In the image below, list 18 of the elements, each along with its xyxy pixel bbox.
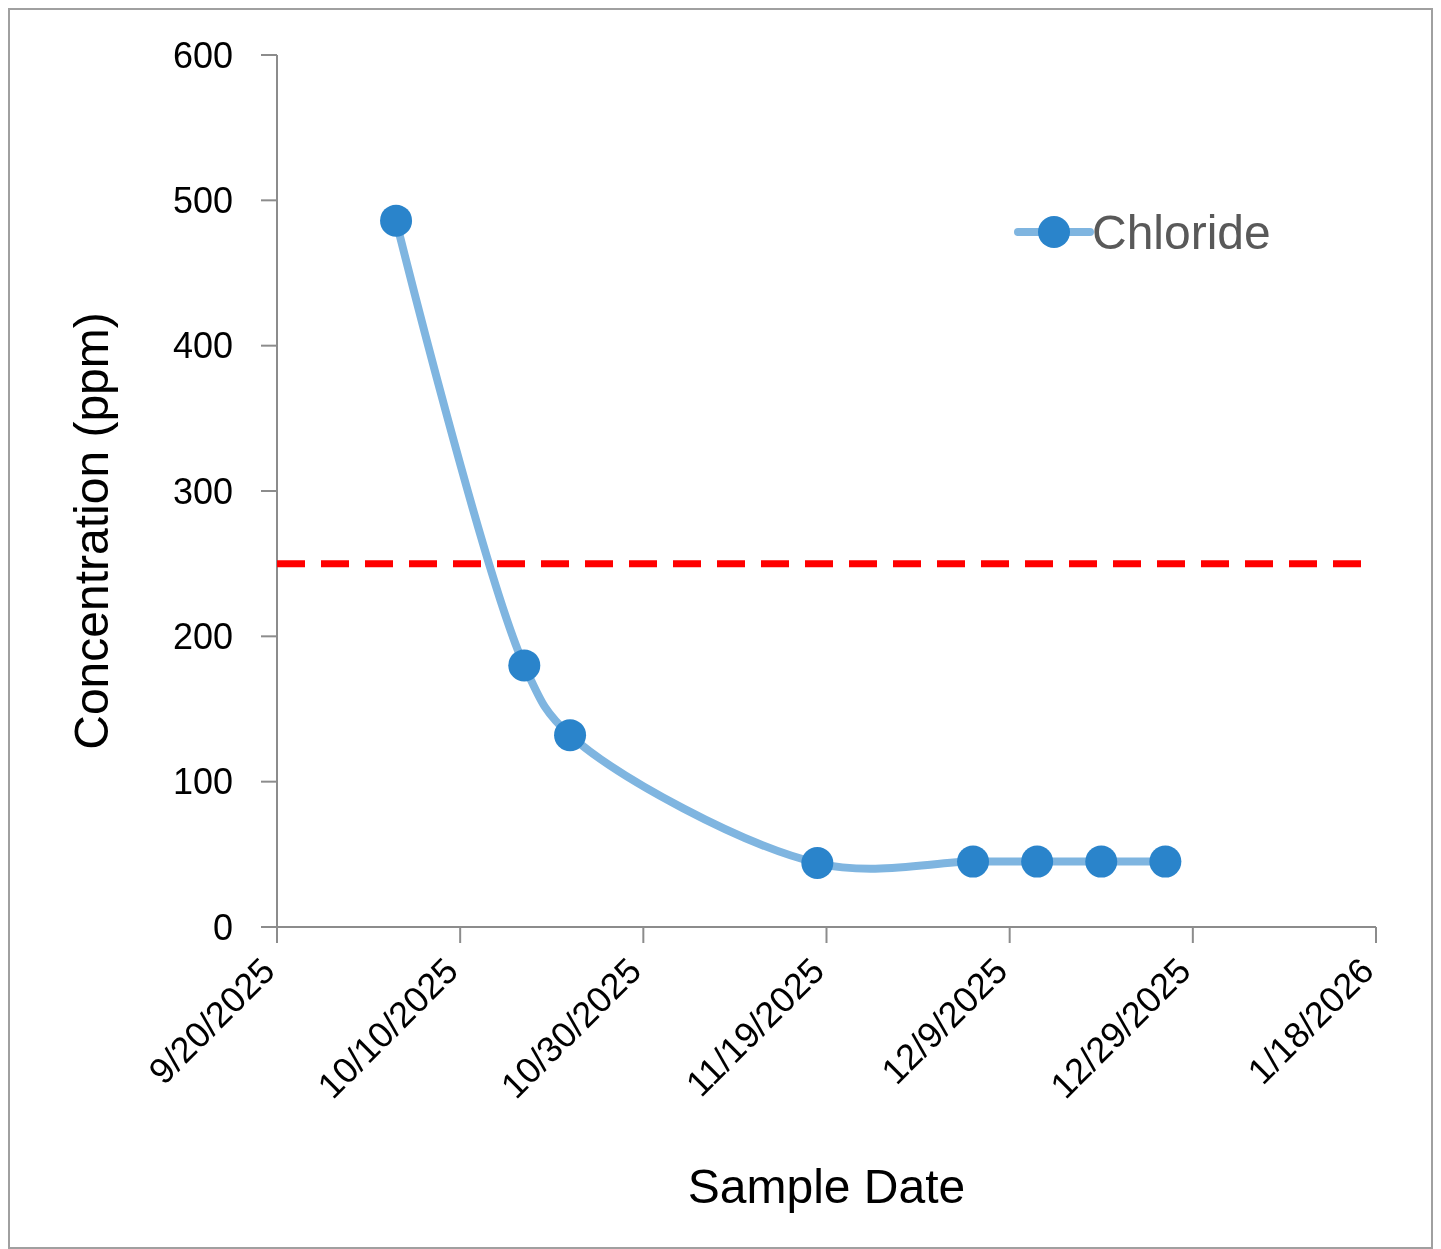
y-tick-label: 0: [212, 906, 233, 948]
point: [801, 847, 834, 880]
y-tick-label: 200: [172, 615, 233, 657]
y-axis-title: Concentration (ppm): [65, 312, 118, 750]
point: [957, 845, 990, 878]
y-tick-label: 100: [172, 761, 233, 803]
point: [1021, 845, 1054, 878]
point: [1149, 845, 1182, 878]
point: [554, 719, 587, 752]
y-tick-label: 400: [172, 325, 233, 367]
y-tick-label: 600: [172, 34, 233, 76]
y-tick-label: 500: [172, 179, 233, 221]
point: [1085, 845, 1118, 878]
point: [508, 649, 541, 682]
legend-label: Chloride: [1092, 205, 1271, 259]
x-axis-title: Sample Date: [687, 1160, 966, 1213]
y-tick-label: 300: [172, 470, 233, 512]
point: [380, 204, 413, 237]
